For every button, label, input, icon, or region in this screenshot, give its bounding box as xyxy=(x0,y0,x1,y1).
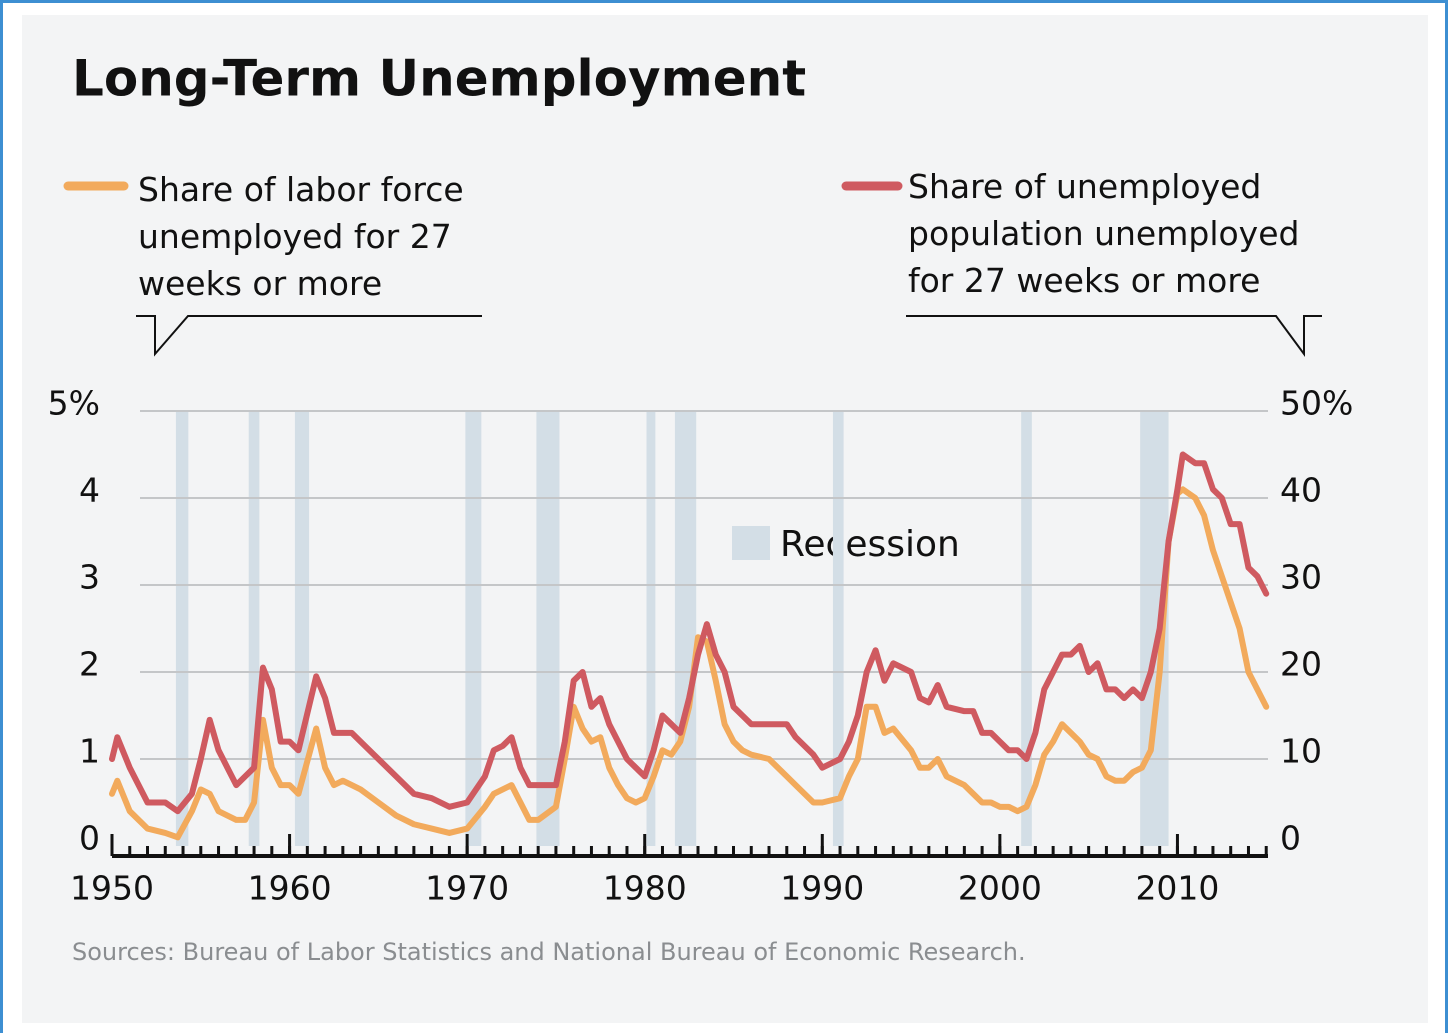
x-tick-label: 1990 xyxy=(780,869,864,908)
recession-band xyxy=(674,411,697,846)
y-tick-label: 0 xyxy=(79,819,100,858)
y2-tick-label: 40 xyxy=(1280,471,1322,510)
y2-tick-label: 20 xyxy=(1280,645,1322,684)
x-tick-label: 1960 xyxy=(248,869,332,908)
y-tick-label: 3 xyxy=(79,558,100,597)
source-note: Sources: Bureau of Labor Statistics and … xyxy=(72,938,1026,966)
recession-legend-swatch xyxy=(732,526,770,560)
chart-title: Long-Term Unemployment xyxy=(72,50,806,108)
data-line xyxy=(109,486,1270,841)
legend-bracket xyxy=(906,315,1322,358)
recession-band xyxy=(248,411,260,846)
y2-tick-label: 10 xyxy=(1280,732,1322,771)
recession-band xyxy=(1021,411,1032,846)
recession-band xyxy=(536,411,560,846)
y-tick-label: 4 xyxy=(79,471,100,510)
x-tick-label: 1950 xyxy=(70,869,154,908)
recession-band xyxy=(294,411,310,846)
x-tick-label: 1970 xyxy=(425,869,509,908)
recession-band xyxy=(646,411,656,846)
y-tick-label: 1 xyxy=(79,732,100,771)
data-line xyxy=(109,451,1270,815)
y2-tick-label: 0 xyxy=(1280,819,1301,858)
recession-band xyxy=(175,411,189,846)
y2-tick-label: 30 xyxy=(1280,558,1322,597)
recession-band xyxy=(465,411,482,846)
legend-bracket xyxy=(136,315,482,357)
x-tick-label: 1980 xyxy=(603,869,687,908)
legend-label: Share of unemployed population unemploye… xyxy=(908,167,1300,300)
recession-band xyxy=(832,411,844,846)
y2-tick-label: 50% xyxy=(1280,384,1353,423)
legend-label: Share of labor force unemployed for 27 w… xyxy=(138,170,464,303)
x-tick-label: 2000 xyxy=(958,869,1042,908)
recession-legend-label: Recession xyxy=(780,524,960,565)
y-tick-label: 2 xyxy=(79,645,100,684)
x-tick-label: 2010 xyxy=(1135,869,1219,908)
y-tick-label: 5% xyxy=(48,384,100,423)
